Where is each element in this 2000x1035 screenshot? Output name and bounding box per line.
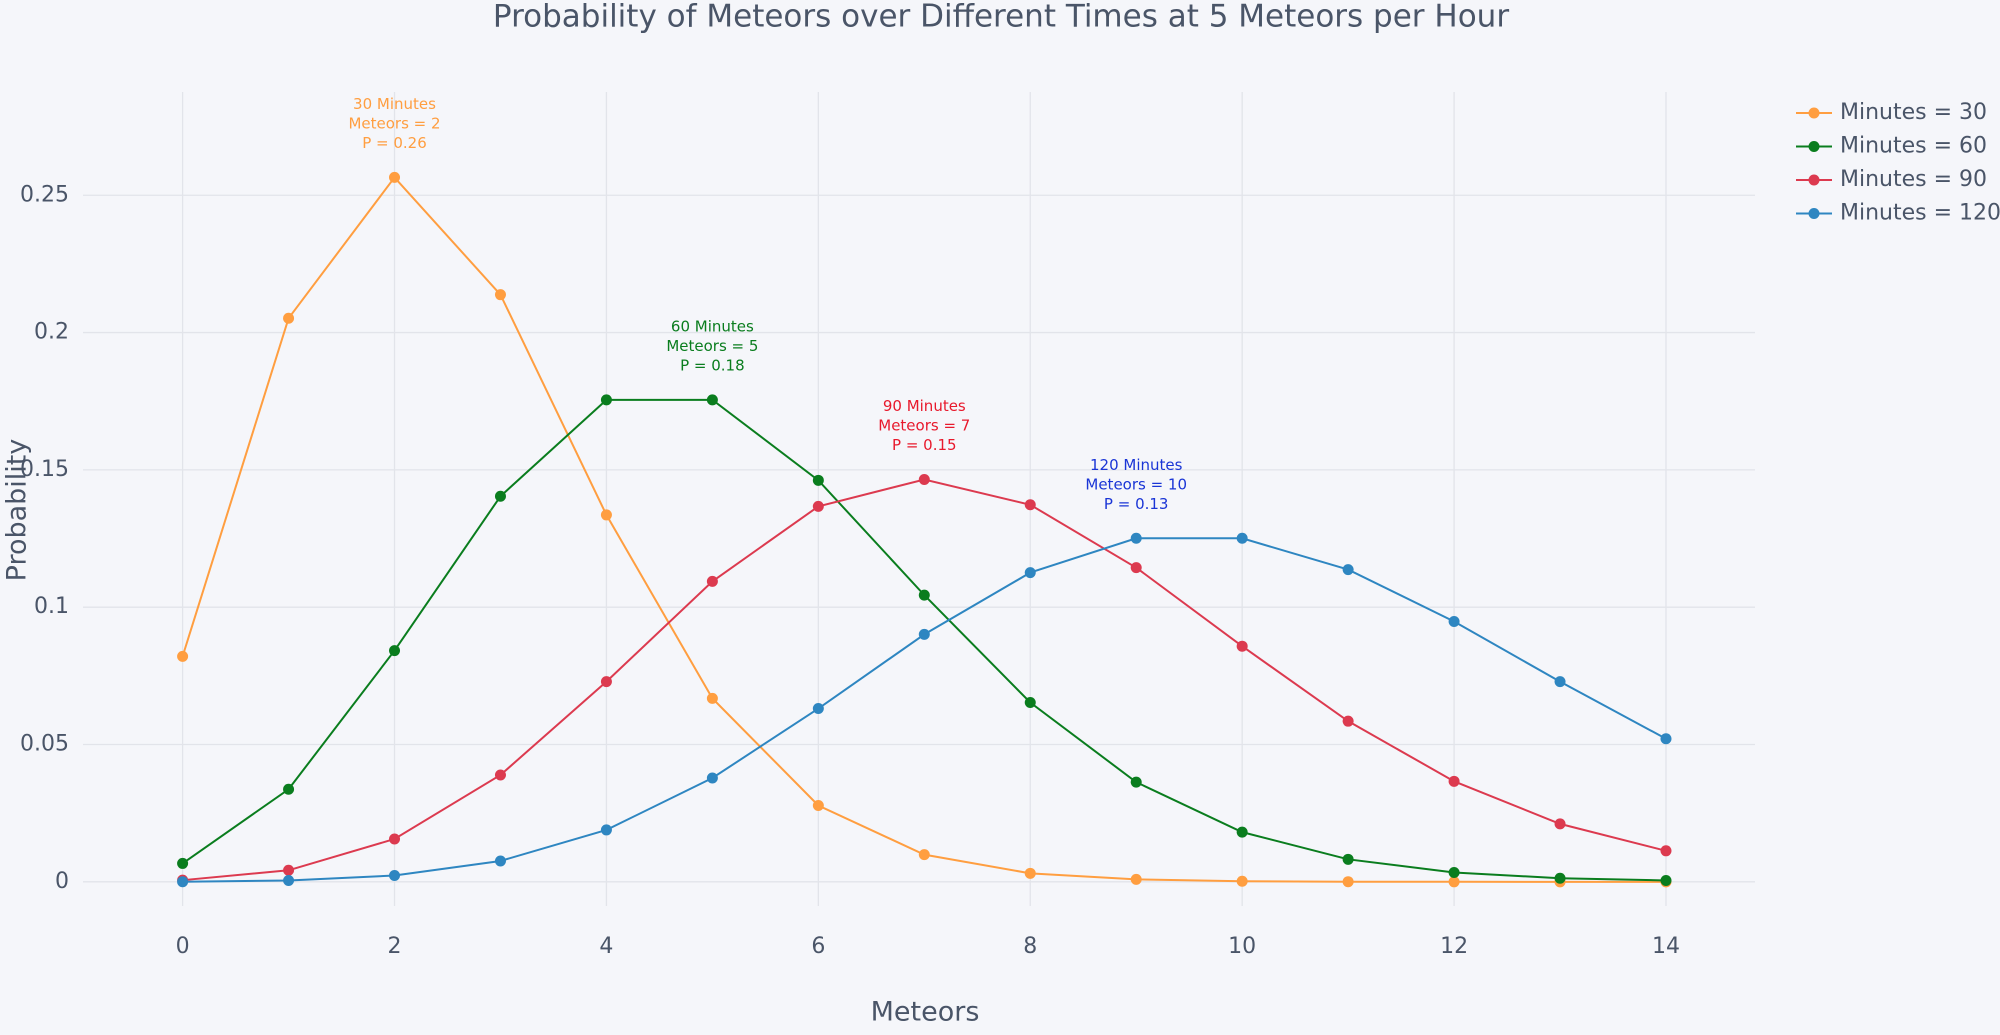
x-tick-label: 0 <box>176 934 190 959</box>
marker <box>812 799 824 811</box>
x-tick-label: 12 <box>1440 934 1468 959</box>
marker <box>1236 640 1248 652</box>
marker <box>494 855 506 867</box>
marker <box>812 500 824 512</box>
marker <box>812 703 824 715</box>
marker <box>1024 867 1036 879</box>
marker <box>283 783 295 795</box>
x-tick-label: 10 <box>1228 934 1256 959</box>
annotation: Meteors = 2 <box>348 114 440 132</box>
annotation: Meteors = 10 <box>1085 475 1187 493</box>
marker <box>1024 499 1036 511</box>
marker <box>918 849 930 861</box>
marker <box>494 769 506 781</box>
marker <box>283 864 295 876</box>
marker <box>1236 532 1248 544</box>
x-tick-label: 6 <box>811 934 825 959</box>
marker <box>177 857 189 869</box>
annotation: 60 Minutes <box>671 317 754 335</box>
marker <box>600 394 612 406</box>
marker <box>177 876 189 888</box>
legend-label: Minutes = 30 <box>1840 100 1987 125</box>
marker <box>1342 876 1354 888</box>
annotation: P = 0.26 <box>362 134 427 152</box>
x-tick-label: 8 <box>1023 934 1037 959</box>
marker <box>1554 872 1566 884</box>
marker <box>1342 715 1354 727</box>
marker <box>1660 874 1672 886</box>
marker <box>706 772 718 784</box>
marker <box>1660 845 1672 857</box>
annotation: P = 0.18 <box>680 356 745 374</box>
marker <box>706 692 718 704</box>
marker <box>1342 564 1354 576</box>
marker <box>600 824 612 836</box>
marker <box>1130 873 1142 885</box>
marker <box>1024 697 1036 708</box>
marker <box>706 394 718 406</box>
marker <box>1130 532 1142 544</box>
annotation: P = 0.13 <box>1104 495 1169 513</box>
annotation: Meteors = 7 <box>878 417 970 435</box>
marker <box>283 312 295 324</box>
marker <box>918 474 930 486</box>
marker <box>1660 733 1672 745</box>
annotation: 30 Minutes <box>353 95 436 113</box>
marker <box>1342 853 1354 865</box>
legend-marker <box>1808 208 1820 219</box>
marker <box>494 289 506 301</box>
marker <box>177 650 189 662</box>
marker <box>389 833 401 845</box>
marker <box>1236 826 1248 838</box>
y-axis-title: Probability <box>2 439 33 582</box>
y-tick-label: 0.15 <box>20 457 69 482</box>
marker <box>1448 775 1460 787</box>
marker <box>1554 676 1566 688</box>
marker <box>600 509 612 521</box>
marker <box>1448 615 1460 627</box>
marker <box>1554 818 1566 830</box>
y-tick-label: 0.25 <box>20 182 69 207</box>
annotation: Meteors = 5 <box>666 337 758 355</box>
marker <box>1448 876 1460 888</box>
x-axis-title: Meteors <box>871 997 980 1028</box>
marker <box>389 870 401 882</box>
marker <box>706 575 718 587</box>
legend-label: Minutes = 90 <box>1840 167 1987 192</box>
marker <box>812 474 824 486</box>
marker <box>600 676 612 688</box>
y-tick-label: 0.1 <box>34 594 69 619</box>
y-tick-label: 0 <box>55 869 69 894</box>
marker <box>389 645 401 657</box>
marker <box>1130 562 1142 574</box>
legend-marker <box>1808 174 1820 186</box>
y-tick-label: 0.05 <box>20 732 69 757</box>
x-tick-label: 2 <box>388 934 402 959</box>
marker <box>1130 776 1142 788</box>
x-tick-label: 4 <box>599 934 613 959</box>
legend-marker <box>1808 107 1820 119</box>
marker <box>1448 866 1460 878</box>
marker <box>389 171 401 183</box>
legend-marker <box>1808 141 1820 152</box>
marker <box>1024 567 1036 579</box>
legend-label: Minutes = 120 <box>1840 201 2000 226</box>
marker <box>494 490 506 502</box>
marker <box>283 874 295 886</box>
x-tick-label: 14 <box>1652 934 1680 959</box>
annotation: 120 Minutes <box>1090 456 1183 474</box>
legend-label: Minutes = 60 <box>1840 134 1987 159</box>
marker <box>918 628 930 640</box>
y-tick-label: 0.2 <box>34 320 69 345</box>
annotation: P = 0.15 <box>892 436 957 454</box>
marker <box>1236 875 1248 887</box>
chart-title: Probability of Meteors over Different Ti… <box>493 0 1509 35</box>
marker <box>918 589 930 601</box>
annotation: 90 Minutes <box>883 397 966 415</box>
